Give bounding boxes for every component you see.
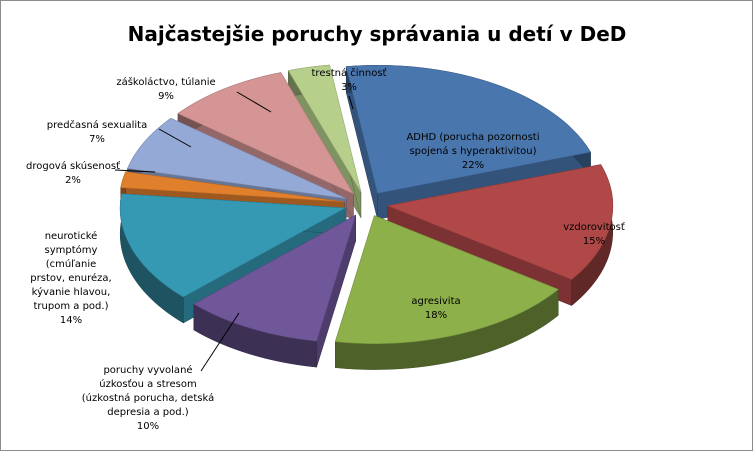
- data-label: agresivita 18%: [411, 296, 460, 321]
- data-label-text: prstov, enuréza,: [30, 272, 111, 284]
- leader-line: [200, 312, 240, 372]
- data-label: vzdorovitosť 15%: [563, 221, 625, 247]
- data-label-text: trupom a pod.): [34, 301, 109, 312]
- data-label-text: predčasná sexualita: [47, 119, 147, 131]
- pie-slice: [334, 215, 559, 370]
- data-label-text: poruchy vyvolané: [103, 364, 192, 376]
- data-label: neurotické symptómy (cmúľanie prstov, enuré…: [30, 230, 111, 326]
- leader-line: [348, 95, 354, 110]
- data-label: záškoláctvo, túlanie 9%: [116, 76, 215, 102]
- pie-slice: [345, 65, 592, 220]
- data-label-text: úzkosťou a stresom: [99, 378, 196, 390]
- data-label-value: 7%: [89, 134, 105, 145]
- data-label-value: 18%: [425, 310, 447, 321]
- data-label: predčasná sexualita 7%: [47, 119, 147, 145]
- data-label-text: trestná činnosť: [312, 67, 387, 79]
- leader-lines: [114, 91, 354, 372]
- pie-slice-top: [177, 72, 355, 195]
- data-label-text: depresia a pod.): [107, 407, 188, 418]
- data-label-value: 10%: [137, 421, 159, 432]
- data-label-text: záškoláctvo, túlanie: [116, 76, 215, 88]
- pie-slice-top: [386, 164, 614, 280]
- data-label-value: 2%: [65, 175, 81, 186]
- data-label-text: neurotické: [45, 230, 98, 242]
- data-label-text: (cmúľanie: [46, 258, 97, 270]
- data-label: poruchy vyvolané úzkosťou a stresom (úzkos…: [82, 364, 214, 432]
- data-label: drogová skúsenosť 2%: [26, 160, 120, 186]
- data-label-text: spojená s hyperaktivitou): [409, 145, 536, 157]
- pie-slice: [193, 214, 357, 368]
- data-label: trestná činnosť 3%: [312, 67, 387, 93]
- data-label-text: vzdorovitosť: [563, 221, 625, 233]
- data-labels: ADHD (porucha pozornosti spojená s hypera…: [26, 67, 625, 432]
- data-label-value: 15%: [583, 236, 605, 247]
- pie-slice-top: [345, 65, 592, 194]
- data-label-value: 14%: [60, 315, 82, 326]
- data-label-text: kývanie hlavou,: [32, 286, 111, 298]
- data-label-value: 9%: [158, 91, 174, 102]
- data-label-text: (úzkostná porucha, detská: [82, 392, 214, 404]
- data-label: ADHD (porucha pozornosti spojená s hypera…: [406, 132, 539, 171]
- data-label-text: agresivita: [411, 296, 460, 307]
- data-label-value: 22%: [462, 160, 484, 171]
- data-label-text: symptómy: [45, 244, 98, 256]
- pie-slice-top: [120, 171, 345, 203]
- data-label-value: 3%: [341, 82, 357, 93]
- pie-slice-top: [334, 215, 559, 344]
- data-label-text: drogová skúsenosť: [26, 160, 120, 172]
- pie-slice-top: [287, 64, 362, 192]
- pie-slice-top: [127, 117, 347, 199]
- slices-layer: [119, 64, 614, 370]
- pie-slice-top: [119, 193, 347, 298]
- pie-slice-top: [193, 214, 357, 342]
- leader-line: [158, 128, 192, 148]
- leader-line: [236, 91, 272, 113]
- data-label-text: ADHD (porucha pozornosti: [406, 132, 539, 143]
- leader-line: [114, 169, 156, 173]
- chart-title: Najčastejšie poruchy správania u detí v …: [128, 22, 627, 46]
